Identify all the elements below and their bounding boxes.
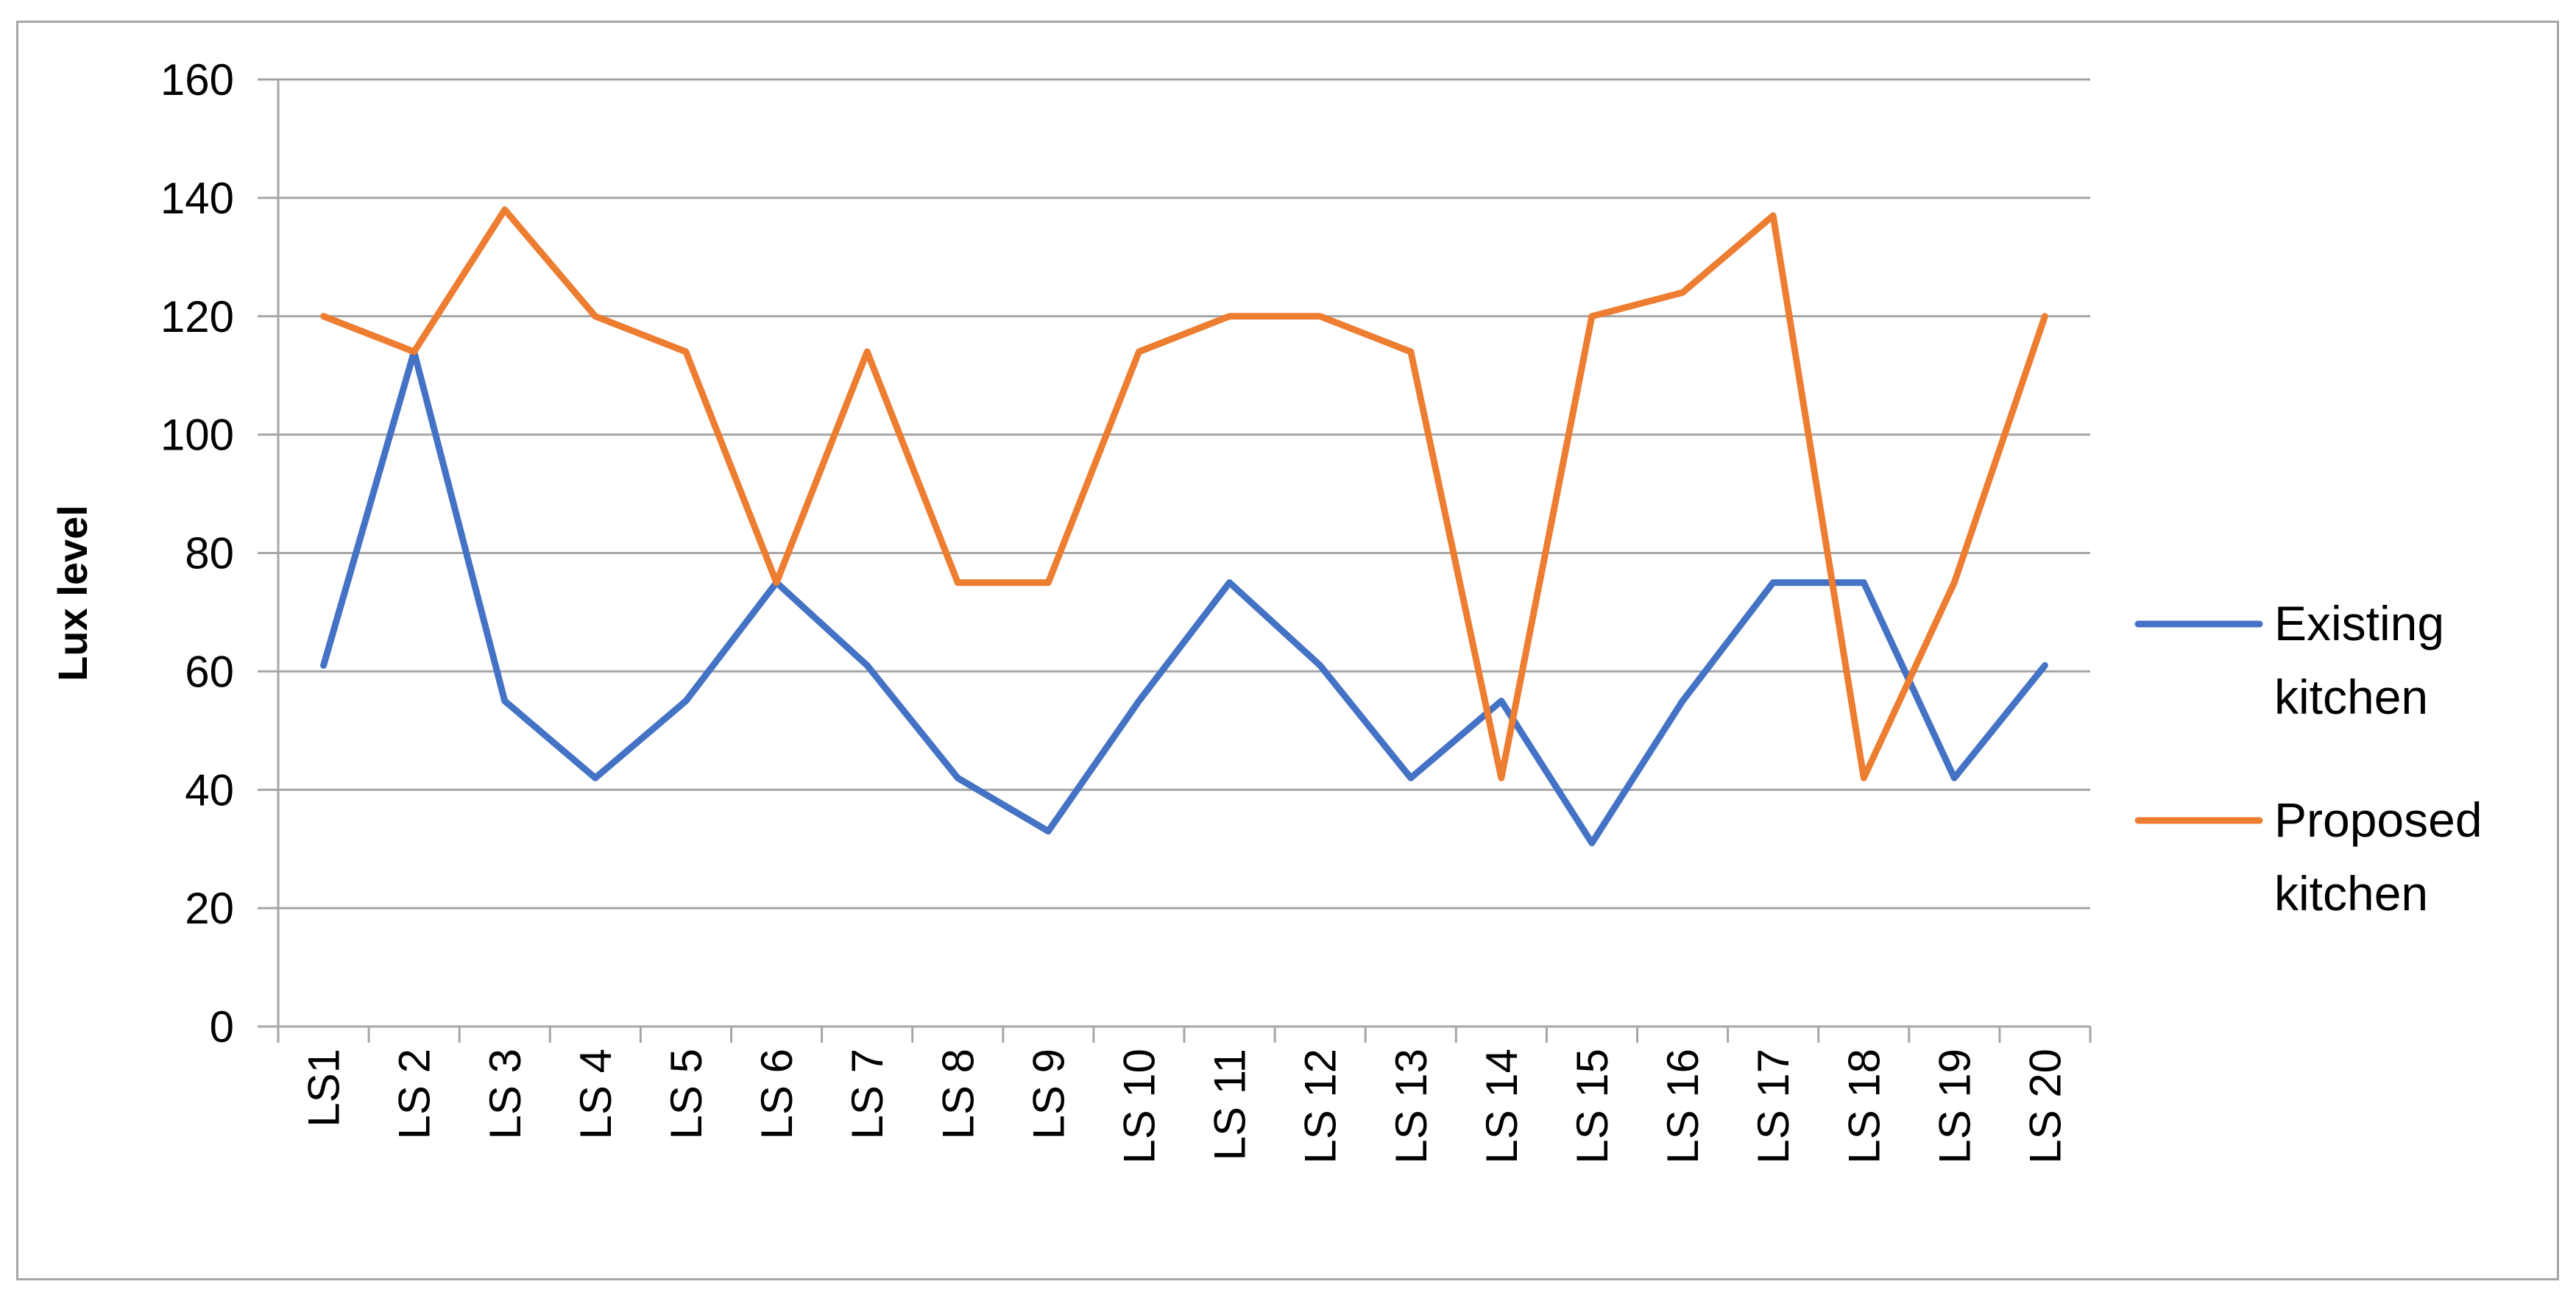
x-axis <box>277 79 2092 1043</box>
legend: Existing kitchen Proposed kitchen <box>2134 596 2483 921</box>
y-tick-label-120: 120 <box>160 292 234 341</box>
x-tick-label: LS 3 <box>481 1049 530 1139</box>
chart-frame <box>16 21 2559 1280</box>
x-tick-label: LS 9 <box>1024 1049 1073 1139</box>
x-tick-label: LS 2 <box>390 1049 439 1139</box>
x-tick-label: LS1 <box>300 1049 349 1127</box>
x-tick-label: LS 20 <box>2020 1049 2070 1164</box>
y-tick-label-20: 20 <box>185 884 234 933</box>
x-tick-label: LS 18 <box>1839 1049 1889 1164</box>
y-tick-label-0: 0 <box>210 1002 234 1052</box>
x-tick-label: LS 19 <box>1930 1049 1979 1164</box>
x-tick-label: LS 16 <box>1658 1049 1708 1164</box>
legend-label-proposed-kitchen: Proposed <box>2274 793 2483 847</box>
x-tick-label: LS 7 <box>843 1049 892 1139</box>
x-tick-label: LS 10 <box>1114 1049 1164 1164</box>
x-tick-label: LS 6 <box>752 1049 802 1139</box>
y-tick-label-60: 60 <box>185 647 234 696</box>
x-tick-label: LS 17 <box>1749 1049 1798 1164</box>
legend-label-existing-kitchen: kitchen <box>2274 670 2428 724</box>
x-tick-label: LS 14 <box>1477 1049 1526 1164</box>
x-tick-labels: LS1 LS 2 LS 3 LS 4 LS 5 LS 6 LS 7 LS 8 LS 9 LS 10… <box>300 1049 2070 1164</box>
series-line-proposed-kitchen <box>320 206 2048 781</box>
series-line-existing-kitchen <box>320 348 2048 847</box>
y-tick-label-80: 80 <box>185 529 234 578</box>
x-tick-label: LS 8 <box>933 1049 983 1139</box>
x-tick-label: LS 15 <box>1568 1049 1617 1164</box>
gridlines <box>258 78 2090 1028</box>
x-tick-label: LS 13 <box>1387 1049 1436 1164</box>
x-tick-label: LS 5 <box>662 1049 711 1139</box>
y-tick-label-40: 40 <box>185 765 234 815</box>
y-tick-label-160: 160 <box>160 55 234 104</box>
series-lines <box>320 206 2048 847</box>
y-axis-label: Lux level <box>49 505 96 681</box>
legend-label-existing-kitchen: Existing <box>2274 596 2444 650</box>
y-tick-label-140: 140 <box>160 174 234 223</box>
y-tick-labels: 0 20 40 60 80 100 120 140 160 <box>160 55 234 1052</box>
y-tick-label-100: 100 <box>160 411 234 460</box>
x-tick-label: LS 4 <box>571 1049 620 1139</box>
x-tick-label: LS 11 <box>1206 1049 1255 1160</box>
legend-label-proposed-kitchen: kitchen <box>2274 866 2428 921</box>
x-tick-label: LS 12 <box>1296 1049 1345 1164</box>
